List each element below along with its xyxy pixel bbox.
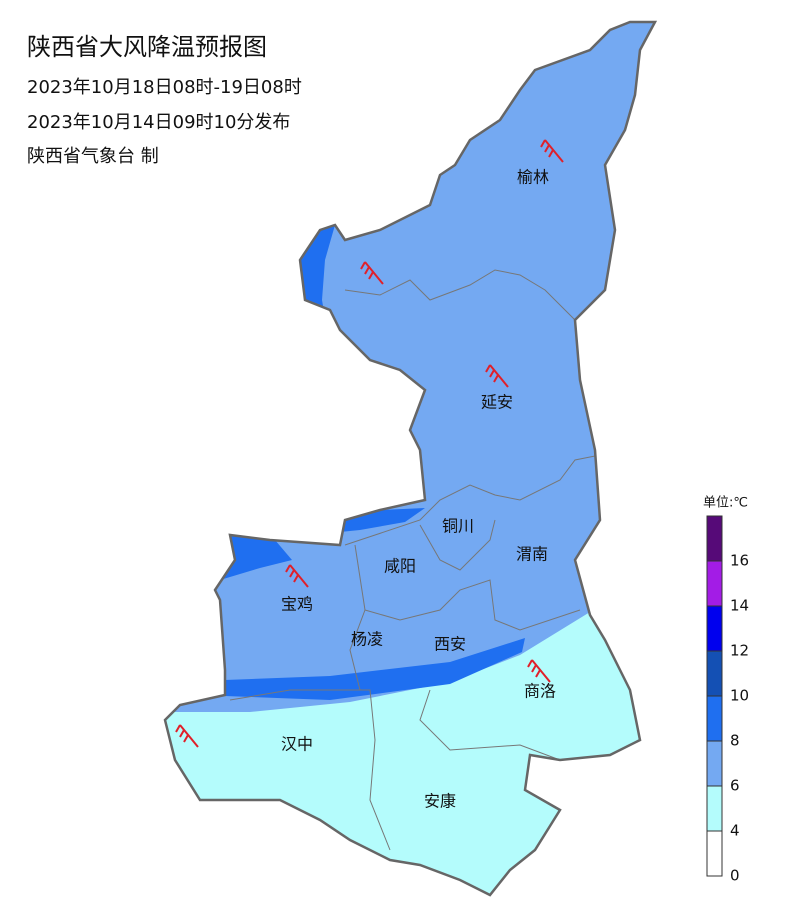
legend-label: 10 bbox=[730, 687, 749, 705]
subtitle: 2023年10月18日08时-19日08时 bbox=[27, 77, 302, 98]
city-label: 安康 bbox=[424, 792, 456, 811]
city-label: 铜川 bbox=[442, 517, 474, 536]
legend-swatch bbox=[706, 605, 723, 652]
subtitle: 2023年10月14日09时10分发布 bbox=[27, 112, 290, 133]
legend-label: 16 bbox=[730, 552, 749, 570]
legend-label: 0 bbox=[730, 867, 740, 885]
wind-barbs bbox=[175, 139, 564, 748]
legend-swatch bbox=[706, 695, 723, 742]
map-title: 陕西省大风降温预报图 bbox=[27, 33, 267, 61]
legend-label: 12 bbox=[730, 642, 749, 660]
legend-label: 4 bbox=[730, 822, 740, 840]
legend-title: 单位:℃ bbox=[703, 496, 748, 511]
legend-label: 6 bbox=[730, 777, 740, 795]
city-label: 延安 bbox=[481, 393, 513, 412]
city-label: 杨凌 bbox=[351, 630, 383, 649]
legend-label: 14 bbox=[730, 597, 749, 615]
city-label: 渭南 bbox=[516, 545, 548, 564]
city-label: 宝鸡 bbox=[281, 595, 313, 614]
legend-swatch bbox=[706, 650, 723, 697]
subtitle: 陕西省气象台 制 bbox=[27, 146, 159, 167]
legend-swatch bbox=[706, 515, 723, 562]
city-label: 汉中 bbox=[281, 735, 313, 754]
legend-label: 8 bbox=[730, 732, 740, 750]
city-label: 西安 bbox=[434, 635, 466, 654]
legend-swatch bbox=[706, 785, 723, 832]
legend-swatch bbox=[706, 740, 723, 787]
legend-swatch bbox=[706, 560, 723, 607]
legend-swatch bbox=[706, 830, 723, 877]
city-label: 商洛 bbox=[524, 682, 556, 701]
city-label: 榆林 bbox=[517, 168, 549, 187]
city-label: 咸阳 bbox=[384, 557, 416, 576]
